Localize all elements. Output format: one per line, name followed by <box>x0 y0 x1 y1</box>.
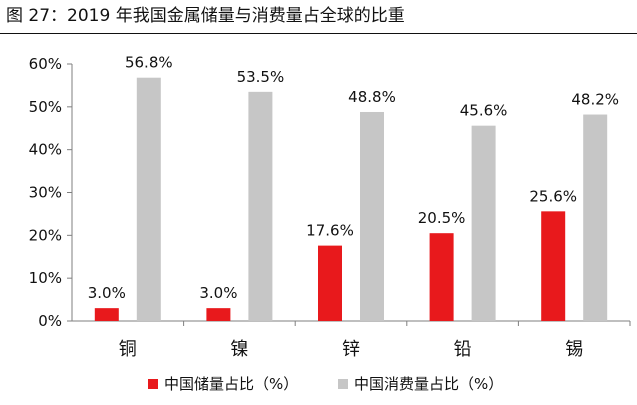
legend-swatch-consumption <box>338 378 348 389</box>
x-tick-label: 锡 <box>565 339 583 360</box>
legend-swatch-reserves <box>148 378 158 389</box>
data-label-reserves: 3.0% <box>199 284 237 302</box>
y-tick-label: 10% <box>29 269 62 287</box>
data-label-consumption: 45.6% <box>460 102 508 120</box>
legend-label-reserves: 中国储量占比（%） <box>164 375 299 393</box>
bar-reserves <box>318 245 342 321</box>
x-tick-label: 铜 <box>119 339 137 360</box>
data-label-consumption: 53.5% <box>237 68 285 86</box>
bar-reserves <box>206 308 231 321</box>
data-labels: 3.0% 3.0% 17.6% 20.5% 25.6% 56.8% 53.5% 48.8% 45… <box>88 54 619 302</box>
bars <box>94 77 608 322</box>
y-tick-label: 40% <box>29 141 62 159</box>
y-tick-label: 60% <box>29 55 62 73</box>
bar-consumption <box>471 125 496 322</box>
x-tick-label: 铅 <box>454 339 472 360</box>
data-label-reserves: 25.6% <box>529 187 577 205</box>
x-axis: 铜镍锌铅锡 <box>72 320 631 360</box>
bar-reserves <box>429 233 454 321</box>
y-tick-label: 20% <box>29 226 62 244</box>
legend: 中国储量占比（%） 中国消费量占比（%） <box>0 373 637 395</box>
bar-consumption <box>583 114 608 321</box>
data-label-reserves: 20.5% <box>418 209 466 227</box>
legend-label-consumption: 中国消费量占比（%） <box>354 375 504 393</box>
y-tick-label: 30% <box>29 184 62 202</box>
chart-title: 图 27：2019 年我国金属储量与消费量占全球的比重 <box>6 6 405 26</box>
y-axis: 0% 10% 20% 30% 40% 50% 60% <box>29 55 73 330</box>
bar-consumption <box>136 77 161 321</box>
legend-item-reserves: 中国储量占比（%） <box>148 373 298 394</box>
y-tick-label: 50% <box>29 98 62 116</box>
bar-reserves <box>94 308 119 321</box>
title-divider <box>0 33 637 34</box>
bar-consumption <box>248 91 273 321</box>
data-label-reserves: 17.6% <box>306 222 354 240</box>
bar-reserves <box>541 211 566 321</box>
bar-chart: 0% 10% 20% 30% 40% 50% 60% 铜 镍 锌 铅 锡 3.0% 3.0% 17.6%… <box>29 54 631 360</box>
x-tick-label: 镍 <box>230 339 248 360</box>
data-label-consumption: 48.2% <box>571 91 619 109</box>
data-label-consumption: 56.8% <box>125 54 173 72</box>
bar-consumption <box>360 111 384 322</box>
data-label-consumption: 48.8% <box>348 88 396 106</box>
data-label-reserves: 3.0% <box>88 284 126 302</box>
y-tick-label: 0% <box>38 312 62 330</box>
x-tick-label: 锌 <box>342 339 360 360</box>
legend-item-consumption: 中国消费量占比（%） <box>338 373 503 394</box>
